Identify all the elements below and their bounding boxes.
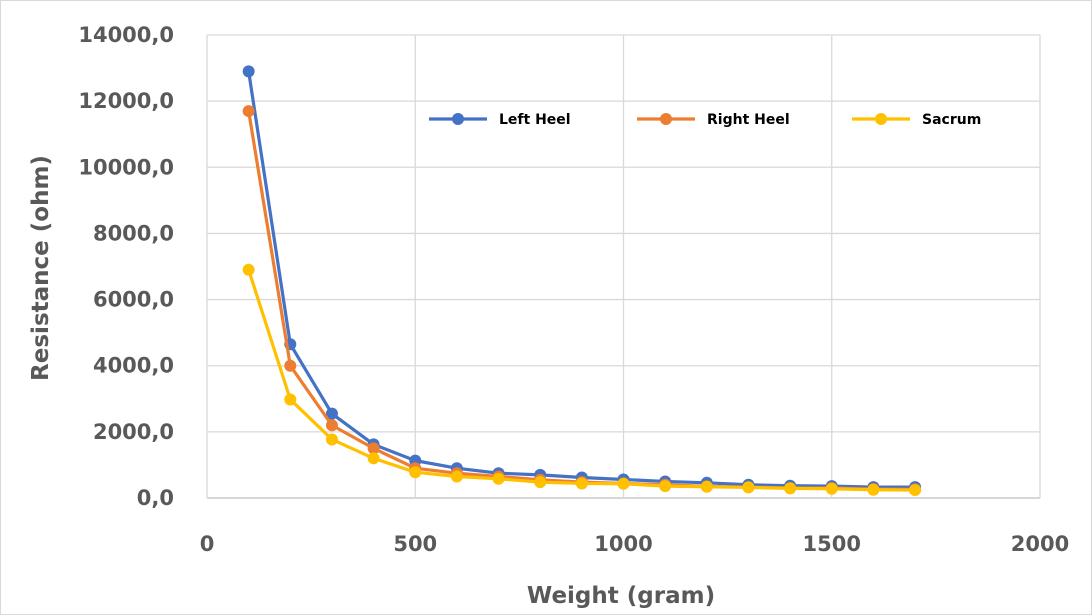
data-point: [325, 433, 338, 446]
y-tick-label: 2000,0: [93, 420, 174, 444]
x-tick-label: 1500: [803, 532, 861, 556]
y-axis-title: Resistance (ohm): [28, 155, 54, 381]
y-tick-label: 10000,0: [78, 155, 174, 179]
legend-swatch-marker: [660, 113, 672, 125]
data-point: [367, 452, 380, 465]
series-line: [247, 71, 916, 489]
data-point: [450, 470, 463, 483]
data-point: [575, 477, 588, 490]
data-point: [242, 263, 255, 276]
y-tick-label: 12000,0: [78, 89, 174, 113]
legend-label: Right Heel: [707, 112, 790, 128]
x-tick-label: 1000: [594, 532, 652, 556]
data-point: [367, 442, 380, 455]
data-point: [242, 105, 255, 118]
data-point: [659, 480, 672, 493]
series-left-heel: [242, 65, 922, 494]
data-point: [409, 466, 422, 479]
legend-swatch-marker: [452, 113, 464, 125]
x-tick-label: 0: [200, 532, 215, 556]
legend-label: Sacrum: [922, 112, 981, 128]
axes: 0,0 2000,0 4000,0 6000,0 8000,0 10000,0 12000,…: [78, 23, 1069, 556]
series-sacrum: [242, 263, 922, 497]
y-tick-label: 0,0: [137, 486, 174, 510]
data-point: [242, 65, 255, 78]
y-tick-label: 4000,0: [93, 354, 174, 378]
y-tick-label: 6000,0: [93, 288, 174, 312]
data-point: [825, 482, 838, 495]
series-right-heel: [242, 105, 922, 496]
legend: Left Heel Right Heel Sacrum: [429, 112, 981, 128]
data-point: [284, 393, 297, 406]
data-point: [617, 477, 630, 490]
x-axis-title: Weight (gram): [527, 583, 715, 609]
series-layer: [242, 65, 922, 497]
series-line: [247, 269, 916, 492]
legend-item: Left Heel: [429, 112, 571, 128]
legend-label: Left Heel: [499, 112, 571, 128]
data-point: [700, 480, 713, 493]
data-point: [492, 472, 505, 485]
legend-item: Right Heel: [637, 112, 790, 128]
y-tick-label: 14000,0: [78, 23, 174, 47]
data-point: [784, 482, 797, 495]
x-tick-label: 500: [393, 532, 437, 556]
data-point: [909, 484, 922, 497]
legend-swatch-marker: [875, 113, 887, 125]
x-tick-label: 2000: [1011, 532, 1069, 556]
data-point: [867, 483, 880, 496]
data-point: [534, 476, 547, 489]
data-point: [284, 359, 297, 372]
y-tick-label: 8000,0: [93, 221, 174, 245]
data-point: [742, 481, 755, 494]
data-point: [325, 419, 338, 432]
data-point: [325, 407, 338, 420]
legend-item: Sacrum: [852, 112, 981, 128]
